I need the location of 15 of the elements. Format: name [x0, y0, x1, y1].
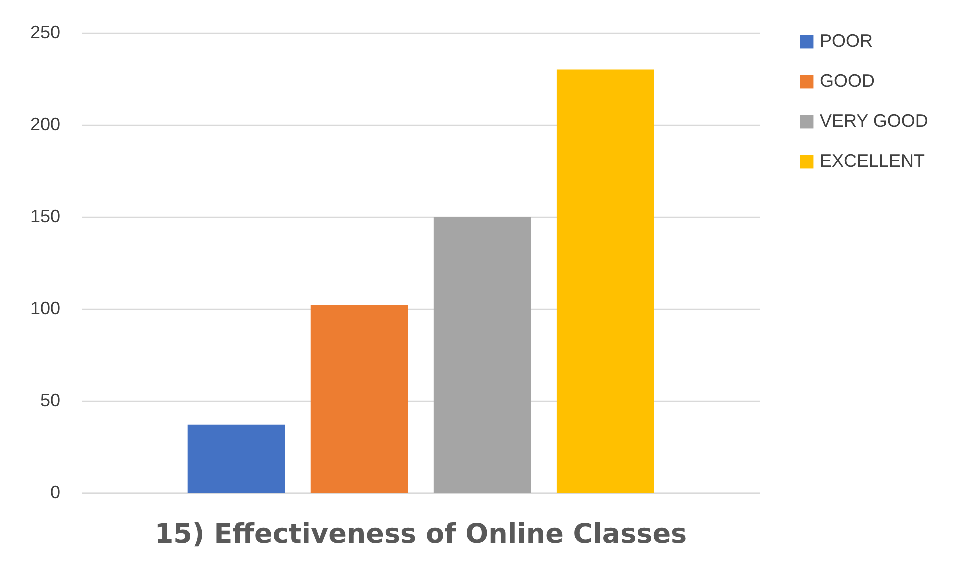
text: 15) Effectiveness of Online Classes: [154, 519, 688, 550]
legend-label: VERY GOOD: [820, 111, 928, 131]
legend-label: GOOD: [820, 71, 876, 91]
y-tick-label: 0: [50, 482, 60, 502]
y-tick-label: 200: [30, 114, 60, 134]
y-tick-label: 100: [30, 298, 60, 318]
y-tick-label: 150: [30, 206, 60, 226]
bar: [434, 217, 532, 493]
legend-label: POOR: [820, 31, 874, 51]
y-tick-label: 250: [30, 22, 60, 42]
bar: [188, 424, 286, 493]
legend-label: EXCELLENT: [820, 151, 926, 171]
y-tick-label: 50: [40, 390, 60, 410]
bar: [310, 305, 408, 493]
bar: [556, 70, 654, 493]
